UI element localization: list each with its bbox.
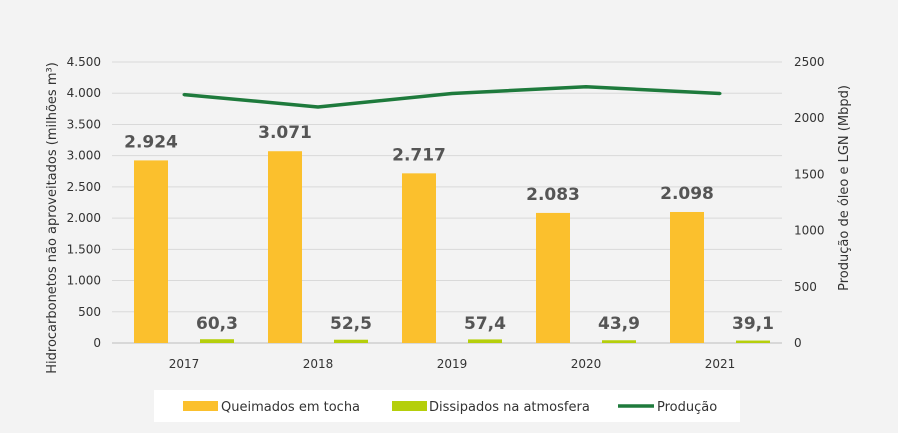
- left-tick-label: 0: [93, 336, 101, 350]
- vented-value-label: 39,1: [732, 314, 774, 334]
- flared-value-label: 2.717: [392, 145, 446, 165]
- flared-bar: [402, 173, 436, 343]
- left-tick-label: 4.500: [67, 55, 101, 69]
- legend-label: Queimados em tocha: [221, 400, 360, 415]
- data-labels: 2.924 3.071 2.717 2.083 2.098 60,3 52,5 57,4 43,…: [124, 123, 774, 334]
- production-point: [718, 91, 722, 95]
- legend-label: Produção: [657, 400, 717, 415]
- production-point: [584, 85, 588, 89]
- x-tick-label: 2020: [571, 357, 602, 371]
- bars: [134, 151, 770, 343]
- production-series-line: [183, 84, 721, 109]
- flared-value-label: 2.924: [124, 132, 178, 152]
- right-axis-title: Produção de óleo e LGN (Mbpd): [837, 85, 852, 291]
- vented-bar: [736, 340, 770, 343]
- flared-value-label: 2.098: [660, 184, 714, 204]
- left-tick-label: 2.000: [67, 211, 101, 225]
- vented-bar: [200, 339, 234, 343]
- vented-value-label: 43,9: [598, 314, 640, 334]
- left-tick-label: 4.000: [67, 86, 101, 100]
- production-point: [316, 105, 320, 109]
- production-point: [450, 91, 454, 95]
- right-tick-label: 1000: [794, 224, 825, 238]
- flared-bar: [670, 211, 704, 343]
- x-tick-label: 2017: [169, 357, 200, 371]
- x-tick-label: 2018: [303, 357, 334, 371]
- right-tick-label: 2000: [794, 111, 825, 125]
- vented-bar: [468, 339, 502, 343]
- left-tick-label: 2.500: [67, 180, 101, 194]
- vented-bar: [602, 340, 636, 343]
- right-tick-label: 2500: [794, 55, 825, 69]
- vented-bar: [334, 339, 368, 343]
- flared-value-label: 3.071: [258, 123, 312, 143]
- legend-label: Dissipados na atmosfera: [429, 400, 590, 415]
- right-tick-label: 1500: [794, 167, 825, 181]
- right-tick-label: 500: [794, 280, 817, 294]
- left-axis-ticks: 0 500 1.000 1.500 2.000 2.500 3.000 3.500 4.000 4…: [67, 55, 101, 350]
- right-axis-ticks: 0 500 1000 1500 2000 2500: [794, 55, 825, 350]
- vented-value-label: 57,4: [464, 314, 506, 334]
- flared-bar: [134, 160, 168, 343]
- left-tick-label: 1.500: [67, 242, 101, 256]
- legend: Queimados em tocha Dissipados na atmosfer…: [154, 390, 740, 422]
- vented-value-label: 60,3: [196, 314, 238, 334]
- right-tick-label: 0: [794, 336, 802, 350]
- legend-swatch: [392, 401, 427, 411]
- flared-bar: [268, 151, 302, 343]
- flared-value-label: 2.083: [526, 185, 580, 205]
- x-tick-label: 2021: [705, 357, 736, 371]
- left-axis-title: Hidrocarbonetos não aproveitados (milhõe…: [45, 62, 60, 374]
- x-tick-label: 2019: [437, 357, 468, 371]
- legend-swatch: [183, 401, 218, 411]
- left-tick-label: 1.000: [67, 274, 101, 288]
- x-axis-ticks: 2017 2018 2019 2020 2021: [169, 357, 736, 371]
- left-tick-label: 3.000: [67, 149, 101, 163]
- left-tick-label: 3.500: [67, 117, 101, 131]
- vented-value-label: 52,5: [330, 314, 372, 334]
- production-line: [182, 84, 722, 109]
- flared-bar: [536, 212, 570, 343]
- left-tick-label: 500: [78, 305, 101, 319]
- production-point: [182, 93, 186, 97]
